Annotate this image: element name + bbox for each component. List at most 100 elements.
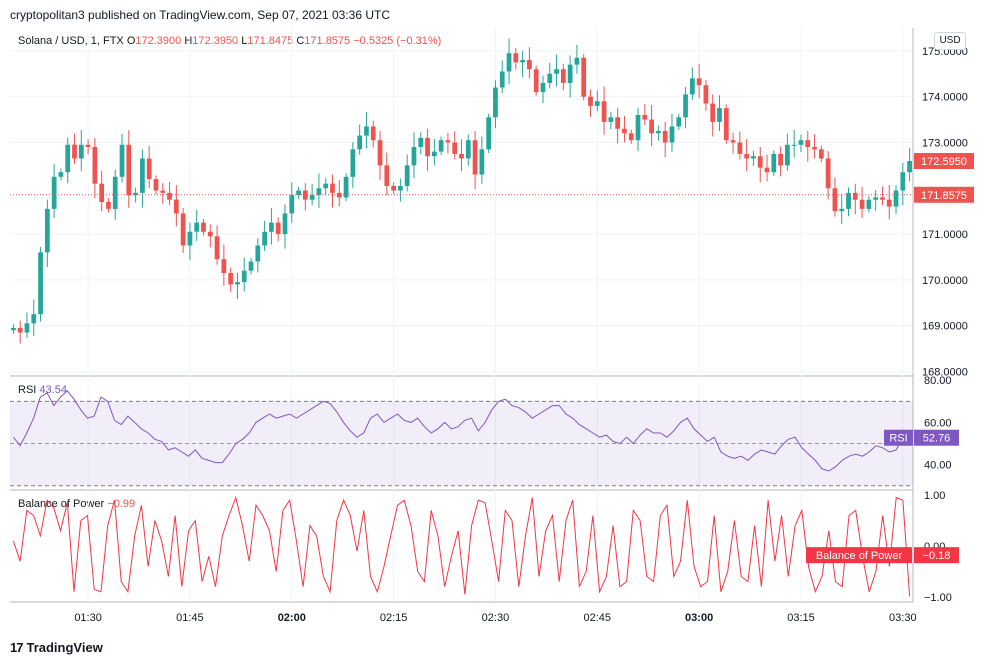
candle-body [343,176,349,198]
bop-tick-label: 1.00 [924,490,945,502]
candle-body [676,117,682,127]
candle-body [17,327,23,333]
candle-body [58,172,64,177]
candle-body [683,94,688,118]
price-tick-label: 174.0000 [922,92,968,104]
footer-brand: TradingView [26,640,103,655]
candle-body [852,192,858,200]
candle-body [751,156,756,159]
candle-body [540,82,546,93]
candle-body [330,183,335,193]
open-label: O [126,35,136,47]
candle-body [119,144,125,177]
price-label-text: 172.5950 [921,156,967,168]
candle-body [785,144,790,166]
candle-body [859,199,865,209]
candle-body [275,222,281,235]
candle-body [615,117,621,129]
close-label: C [296,35,305,47]
candle-body [309,195,315,200]
candle-body [635,115,641,141]
candle-body [649,119,654,134]
candle-body [269,222,274,232]
candle-body [44,208,50,253]
price-tick-label: 170.0000 [922,275,968,287]
candle-body [825,158,831,189]
candle-body [180,213,186,246]
candle-body [370,126,376,141]
candle-body [106,202,111,209]
candle-body [880,197,885,200]
candle-body [255,245,261,262]
candle-body [85,144,91,148]
time-tick-label: 02:30 [482,612,510,624]
candle-body [757,156,763,168]
price-tick-label: 171.0000 [922,229,968,241]
candle-body [744,153,750,159]
candle-body [452,142,458,154]
tradingview-footer: 17 TradingView [10,640,103,655]
candle-body [622,128,627,134]
candle-body [567,64,573,83]
candle-body [656,131,661,134]
candle-body [296,190,301,196]
candle-body [778,153,783,166]
candle-body [207,231,213,237]
candle-body [642,115,648,120]
time-tick-label: 01:30 [74,612,102,624]
candle-body [194,222,200,232]
candle-body [662,131,668,143]
candle-body [791,144,797,146]
candle-body [38,252,43,315]
candle-body [560,69,566,83]
candle-body [126,144,132,196]
candle-body [689,78,695,95]
candle-body [72,144,77,159]
candle-body [241,270,247,283]
candle-body [357,135,363,150]
candle-body [302,190,308,200]
candle-body [513,53,519,63]
candle-body [832,188,838,212]
time-tick-label: 03:30 [889,612,917,624]
candle-body [574,57,580,65]
rsi-line [13,390,910,472]
candle-body [723,108,729,141]
candle-body [594,101,600,106]
candle-body [187,231,193,246]
candle-body [472,140,478,175]
candle-body [703,85,709,104]
high-value: 172.3950 [192,35,239,47]
candle-body [51,176,57,209]
candle-body [527,60,532,70]
candle-body [533,69,539,93]
low-value: 171.8475 [247,35,294,47]
candle-body [262,231,267,246]
candle-body [581,57,587,97]
bop-title: Balance of Power −0.99 [18,498,135,510]
candle-body [350,149,356,177]
candle-body [886,199,892,207]
candle-body [31,314,37,324]
open-value: 172.3900 [135,35,182,47]
candle-body [425,137,430,157]
candle-body [323,183,329,189]
candle-body [608,117,614,122]
candle-body [479,149,485,175]
candle-body [818,149,824,159]
candle-body [486,117,492,150]
candle-body [65,144,71,173]
candle-body [411,147,417,166]
candle-body [78,144,84,159]
candle-body [99,183,105,202]
candle-body [730,140,736,143]
candle-body [506,53,512,72]
candle-body [153,179,159,191]
currency-button[interactable]: USD [934,32,966,50]
candle-body [717,108,722,122]
time-tick-label: 03:00 [685,612,713,624]
bop-name-label: Balance of Power [816,550,903,562]
candle-body [893,190,899,207]
rsi-name-label: RSI [889,433,907,445]
